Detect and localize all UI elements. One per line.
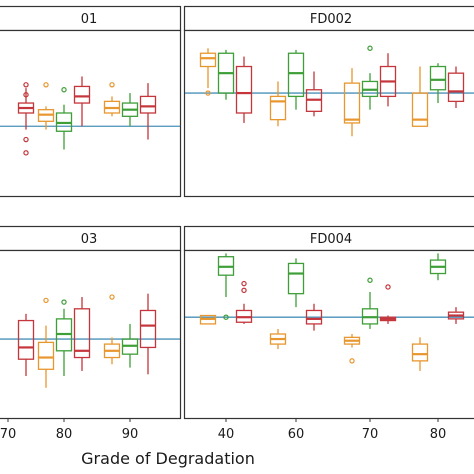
facet-strip — [0, 5, 182, 32]
boxplot-40-series-2 — [217, 253, 235, 320]
boxplot-60-series-1 — [269, 81, 287, 127]
outlier-point — [23, 150, 29, 156]
x-tick-label: 90 — [122, 427, 139, 442]
boxplot-70-series-3 — [379, 53, 397, 107]
facet-strip-label: FD004 — [310, 232, 352, 247]
x-tick-label: 80 — [56, 427, 73, 442]
boxplot-90-series-3 — [139, 83, 157, 140]
outlier-point — [205, 90, 211, 96]
box-iqr — [269, 95, 287, 121]
outlier-point — [367, 45, 373, 51]
boxplot-60-series-2 — [287, 49, 305, 110]
outlier-point — [23, 82, 29, 88]
boxplot-90-series-1 — [103, 82, 121, 117]
outlier-point — [43, 82, 49, 88]
facet-strip — [0, 225, 182, 252]
boxplot-40-series-3 — [235, 280, 253, 324]
box-iqr — [411, 343, 429, 362]
plot-frame — [0, 249, 182, 420]
facet-strip — [183, 5, 474, 32]
box-iqr — [287, 262, 305, 295]
box-iqr — [343, 82, 361, 124]
box-iqr — [17, 319, 35, 360]
box-iqr — [73, 85, 91, 104]
boxplot-70-series-3 — [379, 284, 397, 324]
boxplot-80-series-3 — [447, 307, 465, 324]
boxplot-70-series-1 — [343, 68, 361, 137]
box-iqr — [199, 52, 217, 68]
outlier-point — [241, 287, 247, 294]
boxplot-60-series-3 — [305, 303, 323, 331]
outlier-point — [109, 294, 115, 300]
boxplot-80-series-2 — [55, 299, 73, 376]
outlier-point — [61, 87, 67, 93]
box-iqr — [139, 309, 157, 349]
boxplot-90-series-2 — [121, 93, 139, 127]
facet-panel-fd002: FD002 — [183, 5, 474, 198]
box-iqr — [447, 72, 465, 103]
x-axis-title: Grade of Degradation — [81, 449, 255, 468]
boxplot-80-series-1 — [411, 66, 429, 127]
boxplot-80-series-3 — [73, 76, 91, 127]
box-iqr — [411, 92, 429, 127]
boxplot-80-series-1 — [37, 297, 55, 388]
plot-frame — [183, 29, 474, 198]
boxplot-80-series-2 — [429, 63, 447, 104]
outlier-point — [109, 82, 115, 88]
boxplot-60-series-2 — [287, 258, 305, 308]
boxplot-70-series-2 — [361, 45, 379, 110]
boxplot-90-series-1 — [103, 294, 121, 365]
outlier-point — [23, 92, 29, 98]
boxplot-70-series-2 — [361, 277, 379, 329]
boxplot-80-series-2 — [429, 253, 447, 281]
outlier-point — [23, 136, 29, 143]
facet-strip-label: FD002 — [310, 12, 352, 27]
box-iqr — [37, 341, 55, 370]
outlier-point — [367, 277, 373, 283]
boxplot-40-series-3 — [235, 56, 253, 123]
box-iqr — [73, 308, 91, 359]
outlier-point — [241, 280, 247, 287]
box-iqr — [139, 95, 157, 114]
x-tick-label: 70 — [0, 427, 16, 442]
box-iqr — [287, 52, 305, 98]
x-tick-label: 80 — [430, 427, 447, 442]
boxplot-90-series-3 — [139, 293, 157, 375]
boxplot-80-series-2 — [55, 87, 73, 150]
box-iqr — [235, 65, 253, 114]
facet-strip-label: 03 — [81, 232, 98, 247]
boxplot-80-series-3 — [73, 297, 91, 371]
boxplot-70-series-3 — [17, 82, 35, 156]
facet-panel-fd001: 01 — [0, 5, 182, 198]
facet-panel-fd003: 03 70 80 90 — [0, 225, 182, 442]
facet-panel-fd004: FD004 40 60 70 80 — [183, 225, 474, 442]
box-iqr — [429, 65, 447, 91]
x-tick-label: 70 — [362, 427, 379, 442]
plot-frame — [183, 249, 474, 420]
boxplot-60-series-3 — [305, 71, 323, 117]
outlier-point — [223, 314, 229, 320]
outlier-point — [385, 284, 391, 290]
boxplot-90-series-2 — [121, 323, 139, 368]
boxplot-40-series-2 — [217, 49, 235, 100]
facet-strip-label: 01 — [81, 12, 98, 27]
boxplot-70-series-1 — [343, 334, 361, 364]
boxplot-40-series-1 — [199, 314, 217, 325]
boxplot-70-series-3 — [17, 313, 35, 376]
boxplot-80-series-1 — [37, 82, 55, 130]
facet-strip — [183, 225, 474, 252]
box-iqr — [305, 309, 323, 325]
boxplot-40-series-1 — [199, 48, 217, 96]
boxplot-60-series-1 — [269, 328, 287, 350]
boxplot-80-series-1 — [411, 337, 429, 371]
x-tick-label: 60 — [288, 427, 305, 442]
outlier-point — [61, 299, 67, 305]
x-tick-label: 40 — [218, 427, 235, 442]
outlier-point — [349, 358, 355, 364]
outlier-point — [43, 297, 49, 304]
boxplot-80-series-3 — [447, 66, 465, 109]
